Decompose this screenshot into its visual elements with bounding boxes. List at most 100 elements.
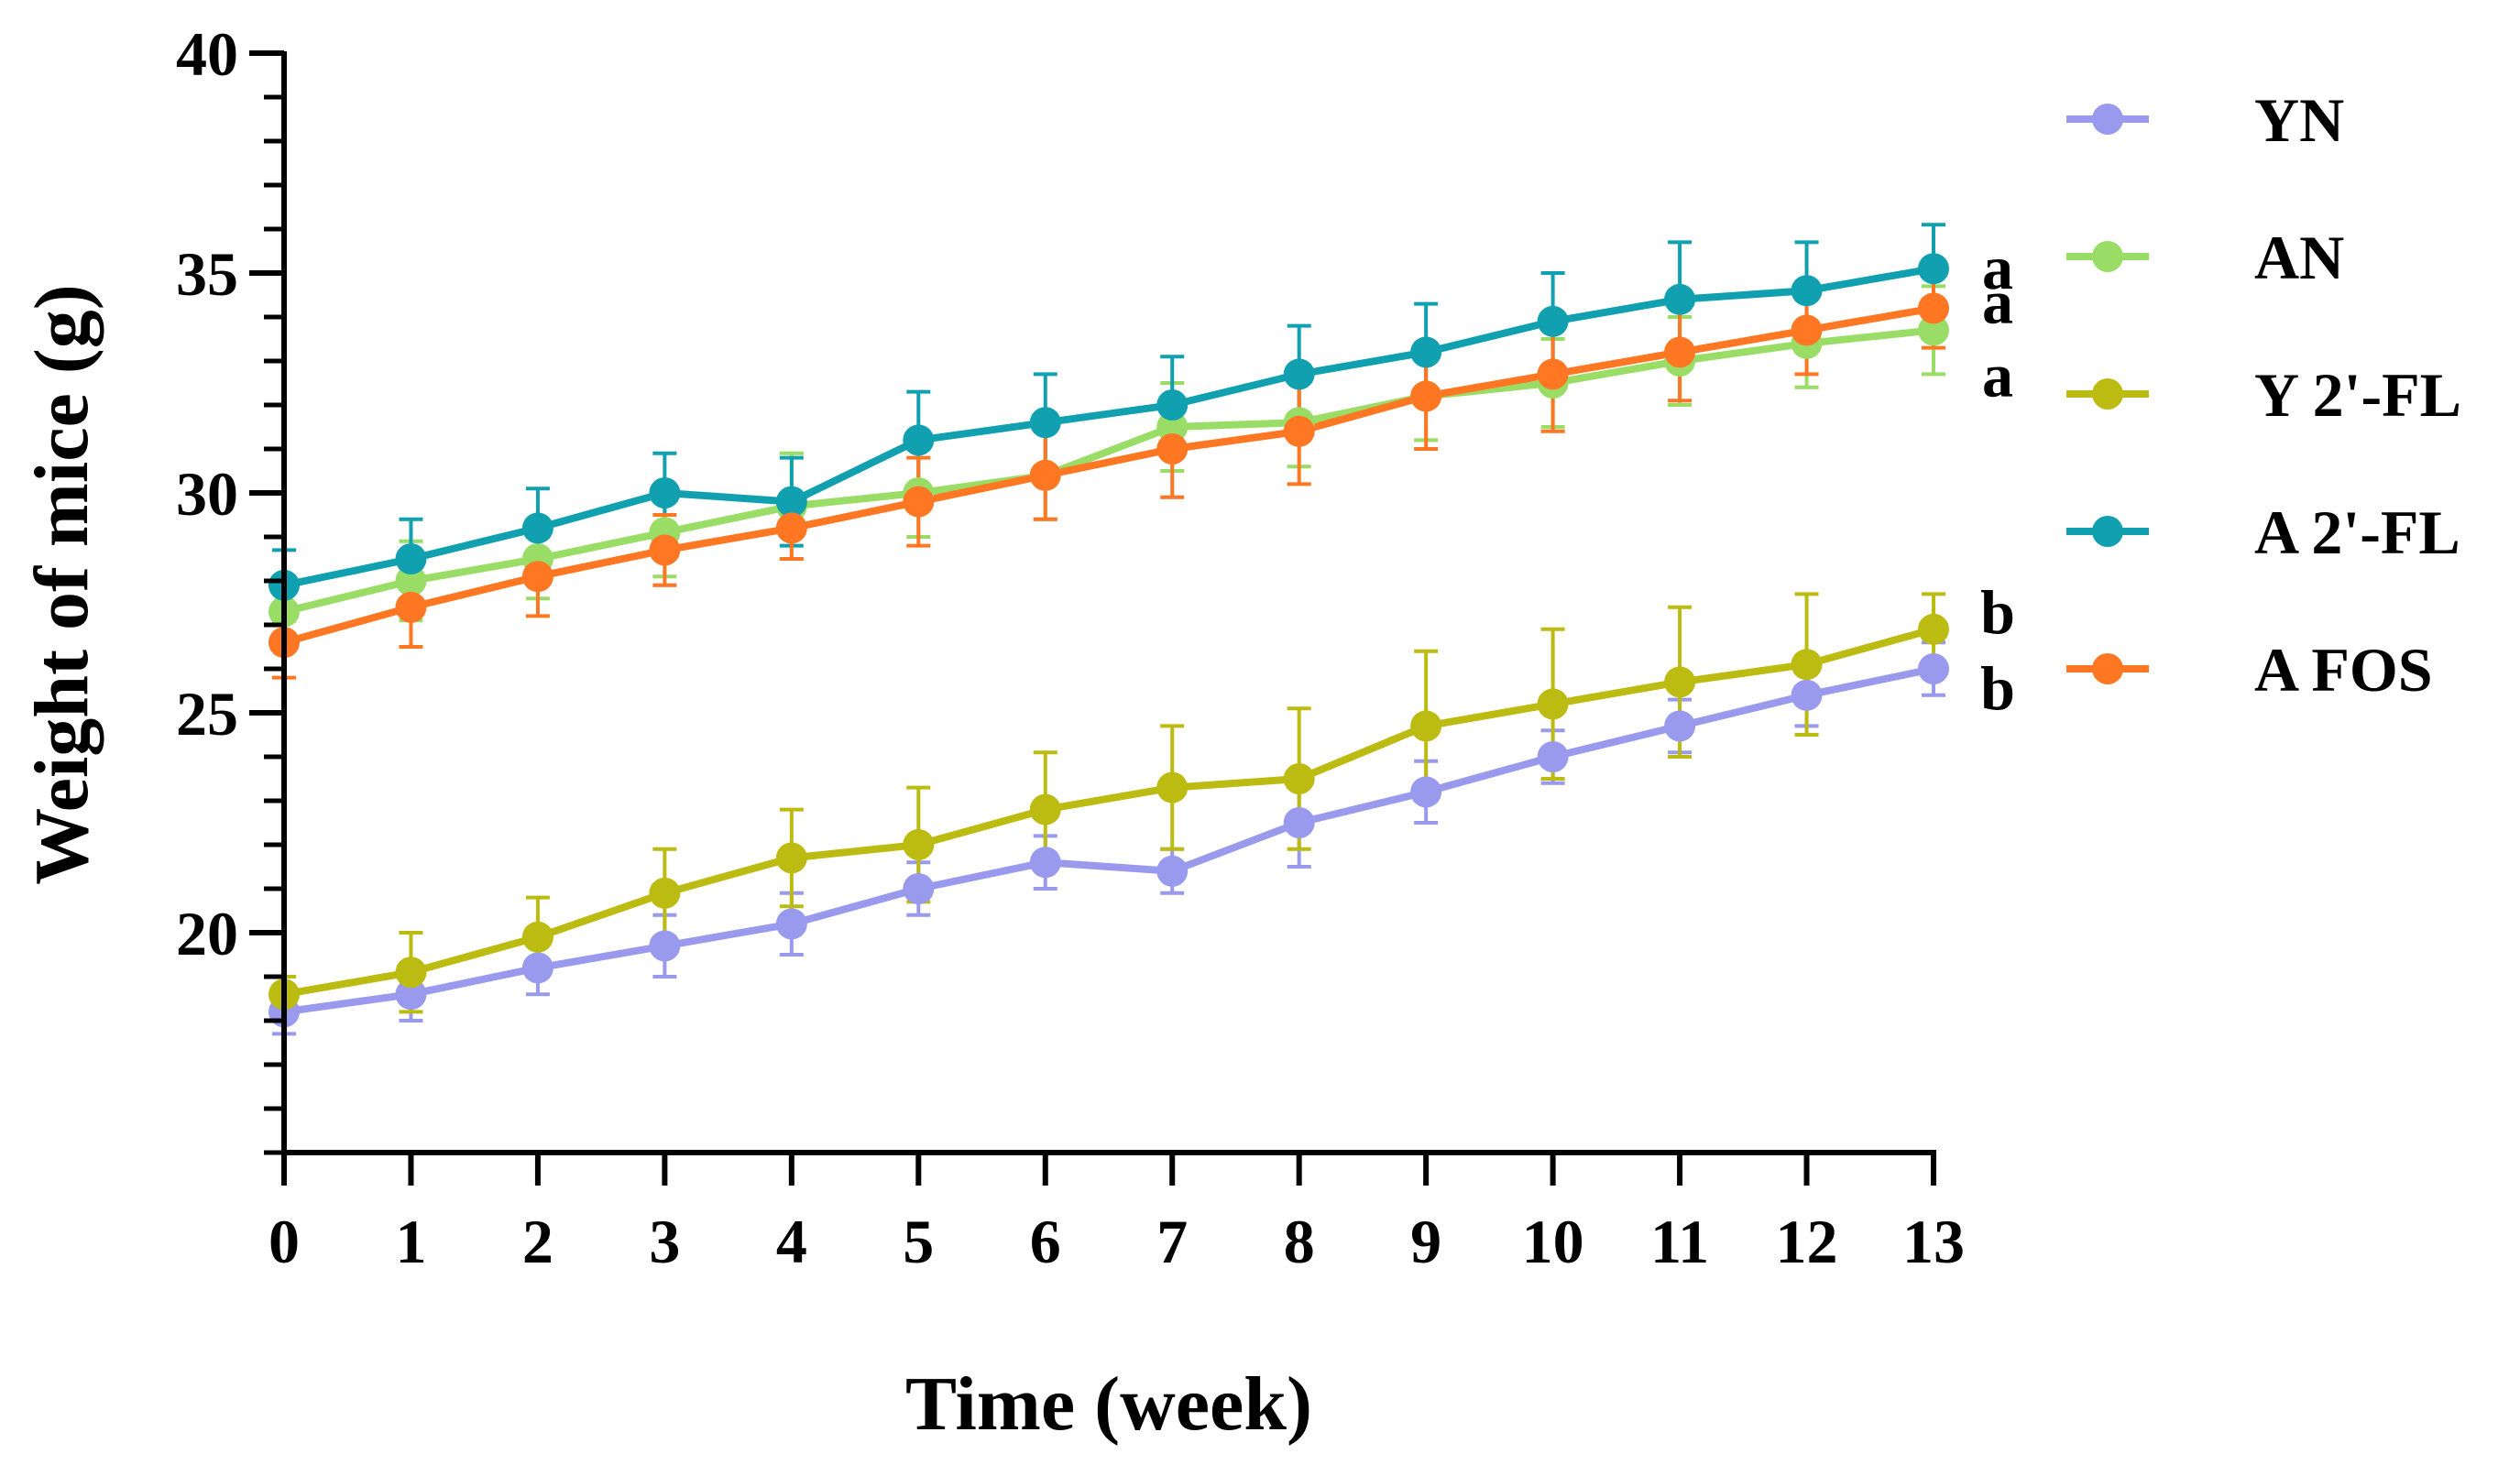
- data-point: [1791, 679, 1823, 711]
- data-point: [1156, 855, 1189, 887]
- legend: YN AN Y 2'-FL A 2'-FL A FOS: [2066, 85, 2461, 705]
- data-point: [775, 842, 807, 874]
- data-point: [903, 873, 935, 904]
- data-point: [1410, 380, 1442, 412]
- x-tick-label: 10: [1522, 1207, 1584, 1276]
- series-line-0: [283, 665, 1934, 1016]
- data-point: [775, 486, 807, 518]
- x-tick-label: 0: [268, 1207, 300, 1276]
- data-point: [395, 957, 427, 989]
- data-point: [1664, 710, 1696, 742]
- significance-label: b: [1980, 653, 2015, 723]
- legend-swatch-marker: [2092, 516, 2123, 547]
- series-line-1: [283, 326, 1934, 616]
- data-point: [1156, 389, 1189, 421]
- data-point: [1283, 807, 1315, 838]
- legend-swatch-marker: [2092, 241, 2123, 272]
- data-point: [395, 978, 427, 1011]
- significance-label: a: [1982, 267, 2013, 336]
- data-point: [649, 534, 681, 566]
- data-point: [1156, 433, 1189, 465]
- data-point-layer: [268, 253, 1949, 1028]
- y-tick-label: 35: [176, 239, 238, 309]
- data-point: [521, 921, 553, 953]
- data-point: [1664, 283, 1696, 315]
- x-tick-label: 9: [1410, 1207, 1441, 1276]
- data-point: [903, 829, 935, 860]
- data-point: [903, 486, 935, 518]
- data-point: [649, 877, 681, 909]
- data-point: [649, 930, 681, 962]
- data-point: [1664, 666, 1696, 698]
- legend-swatch-marker: [2092, 653, 2123, 684]
- x-tick-label: 7: [1156, 1207, 1188, 1276]
- data-point: [1410, 710, 1442, 742]
- data-point: [1537, 305, 1569, 337]
- data-point: [1918, 292, 1949, 324]
- legend-label: Y 2'-FL: [2254, 360, 2461, 430]
- legend-label: AN: [2254, 223, 2344, 292]
- significance-label: a: [1982, 340, 2013, 410]
- data-point: [521, 561, 553, 593]
- legend-swatch-marker: [2092, 378, 2123, 410]
- data-point: [1918, 653, 1949, 684]
- significance-label-layer: b a b aa: [1980, 233, 2015, 723]
- x-tick-label: 5: [903, 1207, 934, 1276]
- series-line-2: [283, 625, 1935, 999]
- data-point: [1664, 336, 1696, 368]
- data-point: [775, 512, 807, 544]
- legend-label: YN: [2254, 85, 2344, 155]
- data-point: [1410, 776, 1442, 808]
- data-point: [1537, 741, 1569, 772]
- x-tick-label: 2: [522, 1207, 553, 1276]
- x-tick-label: 8: [1284, 1207, 1315, 1276]
- data-point: [395, 565, 427, 596]
- data-point: [1918, 613, 1949, 645]
- y-tick-label: 25: [176, 679, 238, 749]
- significance-label: a: [1982, 233, 2013, 302]
- data-point: [395, 543, 427, 574]
- data-point: [395, 591, 427, 623]
- data-point: [903, 424, 935, 456]
- x-axis-title: Time (week): [905, 1361, 1312, 1447]
- data-point: [521, 512, 553, 544]
- y-tick-label: 40: [176, 19, 238, 89]
- data-point: [649, 477, 681, 508]
- x-tick-label: 13: [1902, 1207, 1965, 1276]
- data-point: [1029, 847, 1061, 879]
- data-point: [1537, 688, 1569, 720]
- data-point: [1156, 411, 1189, 443]
- data-point: [1791, 314, 1823, 346]
- data-point: [1410, 336, 1442, 368]
- data-point: [1791, 649, 1823, 681]
- x-tick-label: 1: [395, 1207, 426, 1276]
- data-point: [521, 952, 553, 984]
- series-line-4: [282, 304, 1934, 647]
- y-tick-label: 30: [176, 459, 238, 529]
- series-line-3: [283, 265, 1934, 589]
- legend-label: A 2'-FL: [2254, 497, 2460, 567]
- data-point: [1283, 763, 1315, 794]
- legend-label: A FOS: [2254, 635, 2433, 705]
- data-point: [1537, 358, 1569, 390]
- data-point: [1918, 314, 1949, 346]
- data-point: [1156, 771, 1189, 804]
- data-point: [1029, 459, 1061, 491]
- legend-swatch-marker: [2092, 104, 2123, 135]
- data-point: [775, 908, 807, 940]
- x-tick-label: 12: [1776, 1207, 1838, 1276]
- data-point: [1283, 415, 1315, 447]
- series-line-layer: [282, 265, 1935, 1016]
- data-point: [1029, 793, 1061, 825]
- data-point: [1918, 253, 1949, 285]
- data-point: [1029, 407, 1061, 439]
- y-tick-label: 20: [176, 899, 238, 968]
- x-tick-label: 3: [649, 1207, 680, 1276]
- x-tick-label: 4: [776, 1207, 807, 1276]
- data-point: [1791, 275, 1823, 307]
- x-tick-label: 6: [1030, 1207, 1061, 1276]
- significance-label: b: [1980, 577, 2015, 647]
